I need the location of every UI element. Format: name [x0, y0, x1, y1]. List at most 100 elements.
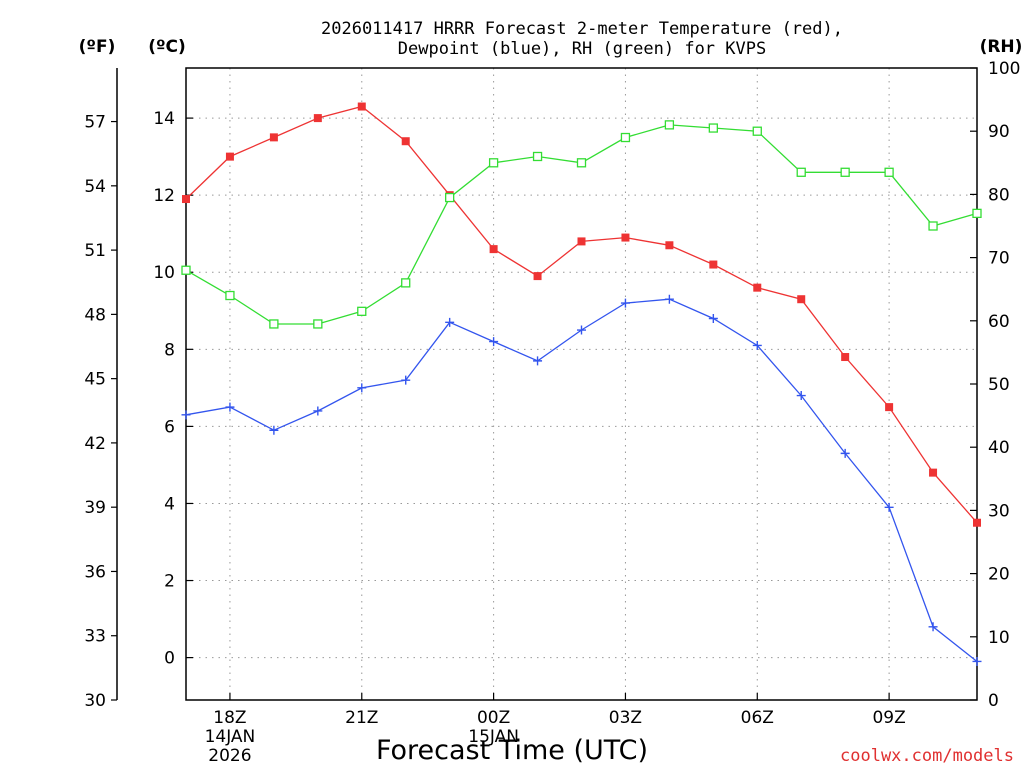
series-layer [181, 102, 982, 666]
temperature-point [797, 295, 806, 304]
rh-point [708, 123, 718, 133]
axes-layer: 0 2 4 6 8 10 12 14 30 33 36 39 42 45 48 51 54 57 0 10 20 30 40… [84, 59, 1020, 766]
dewpoint-point [928, 622, 938, 632]
chart-subtitle: Dewpoint (blue), RH (green) for KVPS [398, 39, 766, 59]
dewpoint-point [445, 317, 455, 327]
rh-tick-label: 100 [988, 59, 1020, 79]
rh-unit-label: (RH) [980, 37, 1023, 57]
celsius-tick-label: 4 [164, 494, 175, 514]
fahrenheit-tick-label: 30 [84, 691, 106, 711]
rh-point [357, 306, 367, 316]
rh-tick-label: 10 [988, 628, 1010, 648]
dewpoint-point [225, 402, 235, 412]
rh-point [664, 120, 675, 130]
celsius-tick-label: 8 [164, 340, 175, 360]
fahrenheit-tick-label: 54 [84, 177, 106, 197]
rh-point [752, 126, 762, 136]
celsius-tick-label: 2 [164, 572, 175, 592]
celsius-tick-label: 10 [153, 263, 175, 283]
rh-tick-label: 60 [988, 312, 1010, 332]
dewpoint-line [185, 298, 978, 663]
dewpoint-point [357, 383, 367, 393]
dewpoint-point [401, 375, 411, 385]
rh-point [181, 265, 191, 275]
fahrenheit-tick-label: 45 [84, 370, 106, 390]
rh-tick-label: 0 [988, 691, 999, 711]
rh-tick-label: 70 [988, 249, 1010, 269]
temperature-point [357, 102, 366, 111]
rh-point [269, 319, 279, 329]
celsius-tick-label: 14 [153, 109, 175, 129]
dewpoint-point [181, 410, 191, 420]
time-tick-label: 18Z [213, 708, 246, 728]
temperature-point [709, 260, 718, 269]
dewpoint-point [752, 340, 762, 350]
celsius-tick-label: 0 [164, 649, 175, 669]
fahrenheit-tick-label: 57 [84, 113, 106, 133]
rh-point [445, 192, 455, 203]
time-tick-label: 14JAN [205, 727, 256, 747]
time-tick-label: 00Z [477, 708, 510, 728]
series-temperature [182, 102, 981, 527]
rh-point [796, 167, 806, 177]
dewpoint-point [708, 313, 718, 323]
fahrenheit-tick-label: 42 [84, 434, 106, 454]
temperature-line [185, 105, 978, 524]
temperature-point [401, 137, 410, 146]
dewpoint-point [577, 325, 586, 335]
rh-point [401, 278, 411, 288]
temperature-point [973, 518, 981, 527]
celsius-tick-label: 12 [153, 186, 175, 206]
dewpoint-point [884, 502, 894, 512]
fahrenheit-tick-label: 48 [84, 305, 106, 325]
temperature-point [665, 241, 674, 250]
temperature-point [841, 353, 850, 362]
time-tick-label: 21Z [345, 708, 378, 728]
rh-point [972, 208, 982, 219]
x-axis-label: Forecast Time (UTC) [376, 735, 648, 766]
chart-title: 2026011417 HRRR Forecast 2-meter Tempera… [321, 19, 843, 39]
rh-line [185, 124, 978, 325]
celsius-tick-label: 6 [164, 417, 175, 437]
dewpoint-point [313, 406, 323, 416]
rh-point [928, 221, 938, 231]
rh-tick-label: 20 [988, 565, 1010, 585]
dewpoint-point [840, 448, 850, 458]
time-tick-label: 15JAN [468, 727, 519, 747]
dewpoint-point [796, 391, 806, 401]
rh-tick-label: 90 [988, 122, 1010, 142]
temperature-point [577, 237, 586, 246]
dewpoint-point [533, 356, 543, 366]
rh-point [884, 167, 894, 177]
fahrenheit-tick-label: 33 [84, 627, 106, 647]
dewpoint-point [489, 337, 499, 347]
rh-point [532, 151, 543, 162]
series-rh [181, 120, 982, 329]
rh-point [225, 290, 235, 301]
rh-point [313, 319, 323, 329]
dewpoint-point [972, 656, 982, 666]
credit-label: coolwx.com/models [840, 746, 1014, 766]
dewpoint-point [664, 294, 674, 304]
time-tick-label: 09Z [872, 708, 905, 728]
fahrenheit-tick-label: 51 [84, 241, 106, 261]
temperature-point [621, 233, 630, 242]
temperature-point [489, 245, 498, 254]
time-tick-label: 2026 [208, 746, 251, 766]
rh-tick-label: 80 [988, 185, 1010, 205]
temperature-point [182, 195, 190, 204]
time-tick-label: 06Z [741, 708, 774, 728]
celsius-unit-label: (ºC) [148, 37, 186, 57]
dewpoint-point [269, 425, 279, 435]
dewpoint-point [620, 298, 630, 308]
temperature-point [269, 133, 278, 142]
rh-point [488, 158, 499, 168]
rh-point [840, 167, 850, 177]
rh-tick-label: 40 [988, 438, 1010, 458]
rh-tick-label: 30 [988, 501, 1010, 521]
series-dewpoint [181, 294, 982, 666]
temperature-point [225, 152, 234, 161]
fahrenheit-tick-label: 36 [84, 562, 106, 582]
fahrenheit-unit-label: (ºF) [79, 37, 116, 57]
